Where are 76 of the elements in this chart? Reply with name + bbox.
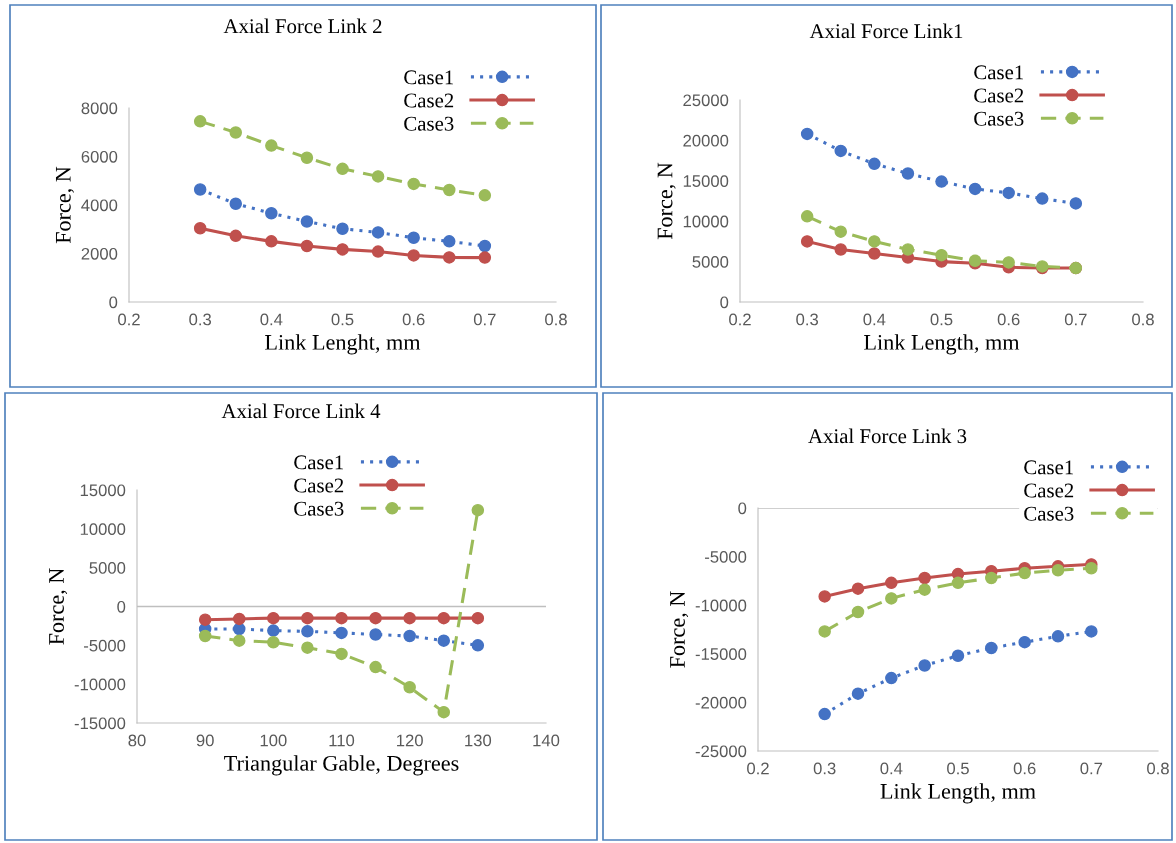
- x-tick-label: 0.6: [1013, 762, 1036, 775]
- y-tick-label: 5000: [89, 562, 126, 574]
- y-tick-label: 4000: [81, 199, 118, 212]
- x-tick-label: 0.2: [729, 313, 751, 326]
- chart-title: Axial Force Link 4: [221, 403, 381, 419]
- x-tick-label: 110: [329, 734, 355, 747]
- y-tick-label: 8000: [81, 102, 118, 115]
- x-tick-label: 80: [128, 734, 146, 747]
- x-tick-label: 0.7: [1080, 762, 1103, 775]
- x-tick-label: 0.6: [997, 313, 1020, 326]
- x-tick-label: 0.7: [473, 313, 496, 326]
- x-tick-label: 0.4: [880, 762, 903, 775]
- y-axis-title: Force, N: [49, 568, 68, 645]
- x-tick-label: 0.2: [747, 762, 769, 775]
- legend-label: Case2: [1024, 483, 1074, 498]
- x-tick-label: 0.5: [930, 313, 953, 326]
- legend-label: Case2: [404, 93, 454, 108]
- x-tick-label: 0.5: [331, 313, 354, 326]
- y-tick-label: -15000: [74, 717, 126, 730]
- x-tick-label: 120: [397, 734, 423, 747]
- x-tick-label: 0.4: [863, 313, 886, 326]
- x-axis-title: Triangular Gable, Degrees: [224, 755, 459, 776]
- x-tick-label: 0.8: [1132, 313, 1154, 326]
- chart-title: Axial Force Link1: [809, 23, 963, 39]
- y-tick-label: -20000: [695, 696, 747, 709]
- x-tick-label: 0.8: [1147, 762, 1169, 775]
- x-tick-label: 0.7: [1064, 313, 1087, 326]
- x-tick-label: 130: [465, 734, 492, 747]
- x-axis-title: Link Length, mm: [864, 334, 1020, 355]
- y-tick-label: 20000: [683, 134, 729, 147]
- y-tick-label: 0: [109, 296, 118, 309]
- legend-label: Case3: [1024, 506, 1074, 521]
- x-tick-label: 0.8: [545, 313, 567, 326]
- y-tick-label: -5000: [84, 639, 126, 652]
- y-tick-label: 25000: [683, 94, 729, 107]
- legend-label: Case3: [294, 501, 344, 516]
- y-tick-label: 0: [738, 502, 747, 515]
- x-tick-label: 0.6: [402, 313, 425, 326]
- y-tick-label: 0: [720, 296, 729, 309]
- y-tick-label: -10000: [695, 599, 747, 612]
- legend-label: Case1: [404, 70, 453, 85]
- x-tick-label: 0.3: [189, 313, 212, 326]
- y-tick-label: 15000: [683, 175, 729, 187]
- x-tick-label: 100: [260, 734, 287, 747]
- x-tick-label: 90: [196, 734, 214, 747]
- x-axis-title: Link Lenght, mm: [265, 334, 421, 355]
- legend-label: Case2: [974, 88, 1024, 103]
- chart-title: Axial Force Link 2: [223, 18, 382, 34]
- x-tick-label: 0.4: [260, 313, 283, 326]
- y-tick-label: -5000: [705, 551, 747, 563]
- y-axis-title: Force, N: [55, 166, 74, 244]
- legend-label: Case2: [294, 478, 344, 493]
- x-tick-label: 0.3: [813, 762, 836, 775]
- legend-label: Case1: [294, 455, 343, 470]
- y-tick-label: 6000: [81, 150, 118, 163]
- legend-label: Case1: [1024, 460, 1073, 475]
- y-tick-label: -25000: [695, 745, 747, 758]
- y-tick-label: 5000: [692, 256, 729, 268]
- chart-title: Axial Force Link 3: [808, 428, 967, 444]
- x-tick-label: 0.2: [118, 313, 140, 326]
- y-tick-label: 10000: [80, 523, 126, 536]
- y-axis-title: Force, N: [657, 162, 676, 240]
- x-tick-label: 0.3: [796, 313, 819, 326]
- y-tick-label: -15000: [695, 648, 747, 660]
- x-tick-label: 140: [533, 734, 560, 747]
- y-tick-label: 10000: [683, 215, 729, 228]
- x-axis-title: Link Length, mm: [880, 783, 1036, 804]
- legend-label: Case3: [404, 116, 454, 131]
- legend-label: Case1: [974, 65, 1023, 80]
- x-tick-label: 0.5: [947, 762, 969, 775]
- y-tick-label: 15000: [80, 484, 126, 497]
- y-axis-title: Force, N: [670, 591, 689, 668]
- y-tick-label: 2000: [81, 247, 118, 260]
- y-tick-label: -10000: [74, 678, 126, 691]
- legend-label: Case3: [974, 111, 1024, 126]
- y-tick-label: 0: [117, 600, 126, 613]
